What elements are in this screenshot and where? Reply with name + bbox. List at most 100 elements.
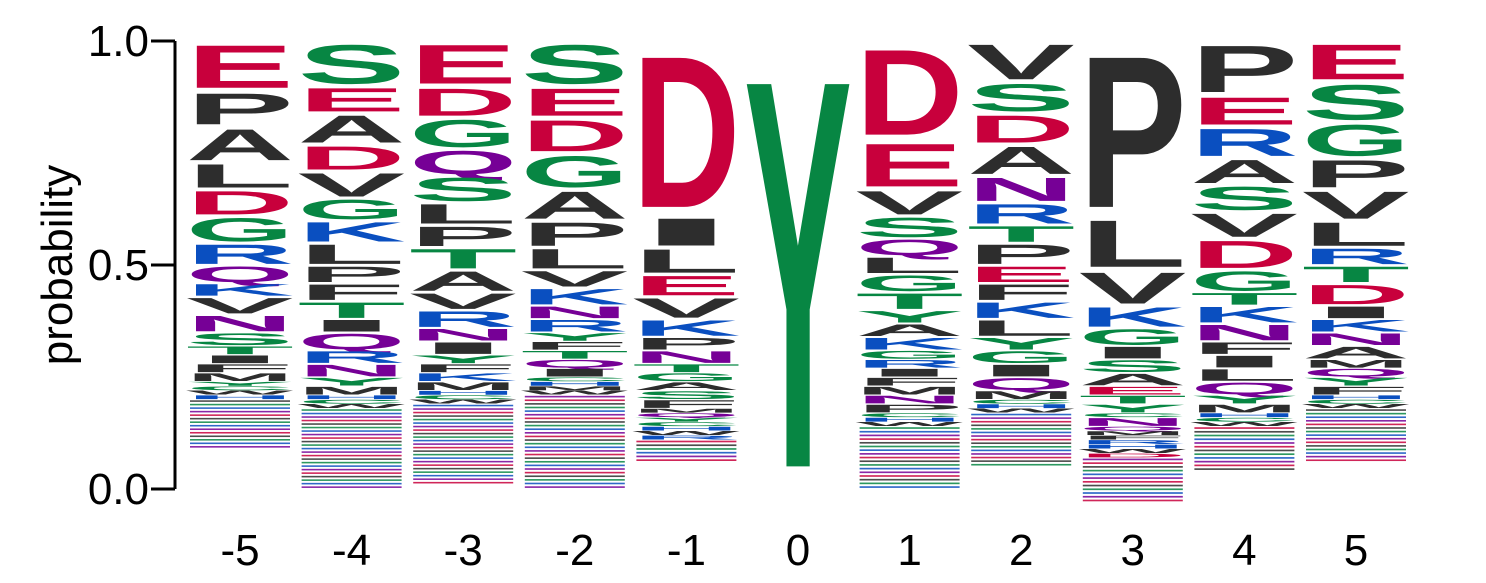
y-tick-label: 1.0 <box>88 17 149 66</box>
logo-letter-e: E <box>521 80 629 124</box>
logo-minor-residue <box>524 439 625 441</box>
logo-letter-g: G <box>298 194 406 225</box>
svg-text:N: N <box>856 393 964 405</box>
logo-letter-e: E <box>632 270 740 301</box>
svg-text:S: S <box>298 33 406 95</box>
logo-minor-residue <box>190 442 290 445</box>
logo-minor-residue <box>1194 464 1295 467</box>
logo-letter-v: V <box>1302 183 1410 226</box>
svg-text:E: E <box>1302 35 1410 90</box>
logo-minor-residue <box>413 429 514 431</box>
svg-text:I: I <box>856 367 964 379</box>
logo-letter-t: T <box>521 349 629 361</box>
logo-letter-n: N <box>1079 416 1187 428</box>
svg-text:D: D <box>1302 279 1410 310</box>
logo-minor-residue <box>1082 462 1183 464</box>
logo-letter-n: N <box>186 311 294 336</box>
logo-minor-residue <box>971 417 1072 419</box>
svg-text:I: I <box>967 361 1075 380</box>
logo-letter-s: S <box>1079 357 1187 376</box>
logo-minor-residue <box>636 451 737 454</box>
logo-letter-i: I <box>521 367 629 379</box>
svg-text:V: V <box>967 34 1075 90</box>
svg-text:I: I <box>1190 352 1298 371</box>
logo-letter-t: T <box>632 362 740 374</box>
logo-letter-a: A <box>967 139 1075 182</box>
logo-letter-t: T <box>409 243 517 274</box>
logo-letter-a: A <box>632 380 740 392</box>
svg-text:F: F <box>632 398 740 410</box>
logo-letter-g: G <box>409 112 517 155</box>
svg-text:W: W <box>856 421 963 427</box>
logo-letter-p: P <box>967 239 1075 270</box>
svg-text:D: D <box>1079 452 1187 458</box>
svg-text:Y: Y <box>298 376 406 388</box>
logo-minor-residue <box>190 417 290 420</box>
logo-minor-residue <box>859 486 960 488</box>
x-tick-labels: -5 -4 -3 -2 -1 0 1 2 3 4 5 <box>220 526 1368 575</box>
svg-text:N: N <box>186 311 294 336</box>
logo-letter-p: P <box>632 335 740 354</box>
svg-text:T: T <box>409 243 517 274</box>
logo-letter-r: R <box>186 239 294 270</box>
logo-letter-m: M <box>1079 430 1187 436</box>
logo-letter-i: I <box>1079 343 1187 362</box>
svg-text:D: D <box>186 184 294 221</box>
svg-text:P: P <box>186 85 294 134</box>
logo-letter-l: L <box>632 242 740 279</box>
svg-text:T: T <box>1079 393 1187 405</box>
svg-text:P: P <box>1190 32 1298 106</box>
logo-letter-m: M <box>1190 402 1298 414</box>
svg-text:T: T <box>521 349 629 361</box>
svg-text:S: S <box>967 76 1075 120</box>
svg-text:E: E <box>856 131 964 199</box>
svg-text:H: H <box>632 426 740 432</box>
logo-letter-h: H <box>409 390 517 396</box>
logo-minor-residue <box>524 399 625 402</box>
x-tick-label: 5 <box>1344 526 1368 575</box>
logo-letter-d: D <box>409 81 517 124</box>
svg-text:R: R <box>1302 244 1410 269</box>
svg-text:L: L <box>409 198 517 229</box>
logo-letter-k: K <box>1079 302 1187 333</box>
svg-text:C: C <box>409 394 517 400</box>
svg-text:E: E <box>1079 384 1187 396</box>
logo-letter-q: Q <box>967 375 1075 394</box>
logo-minor-residue <box>413 453 514 456</box>
logo-minor-residue <box>636 448 737 450</box>
svg-text:K: K <box>409 371 517 383</box>
logo-letter-c: C <box>521 376 629 382</box>
logo-minor-residue <box>413 443 514 445</box>
svg-text:L: L <box>1079 207 1187 281</box>
logo-letter-r: R <box>967 198 1075 229</box>
logo-minor-residue <box>413 450 514 452</box>
logo-minor-residue <box>301 454 402 457</box>
svg-text:D: D <box>632 11 740 253</box>
logo-minor-residue <box>301 447 402 450</box>
logo-minor-residue <box>301 482 402 485</box>
svg-text:S: S <box>409 171 517 208</box>
svg-text:V: V <box>1079 264 1187 314</box>
logo-letter-y: Y <box>856 308 964 327</box>
svg-text:A: A <box>632 380 740 392</box>
svg-text:W: W <box>298 403 405 409</box>
svg-text:Y: Y <box>521 331 629 343</box>
svg-text:F: F <box>521 340 629 352</box>
logo-letter-h: H <box>521 381 629 387</box>
svg-text:L: L <box>186 157 294 194</box>
svg-text:S: S <box>1079 357 1187 376</box>
logo-minor-residue <box>413 422 514 424</box>
svg-text:Q: Q <box>298 329 406 354</box>
svg-text:N: N <box>1079 416 1187 428</box>
logo-letter-h: H <box>1079 443 1187 449</box>
logo-minor-residue <box>1194 445 1295 448</box>
logo-minor-residue <box>1194 442 1295 444</box>
logo-letter-a: A <box>186 120 294 170</box>
logo-minor-residue <box>413 446 514 449</box>
logo-letter-m: M <box>298 385 406 397</box>
logo-letter-m: M <box>856 385 964 397</box>
logo-letter-y: Y <box>521 331 629 343</box>
logo-minor-residue <box>859 475 960 477</box>
svg-text:Q: Q <box>1079 426 1187 432</box>
logo-minor-residue <box>524 406 625 409</box>
